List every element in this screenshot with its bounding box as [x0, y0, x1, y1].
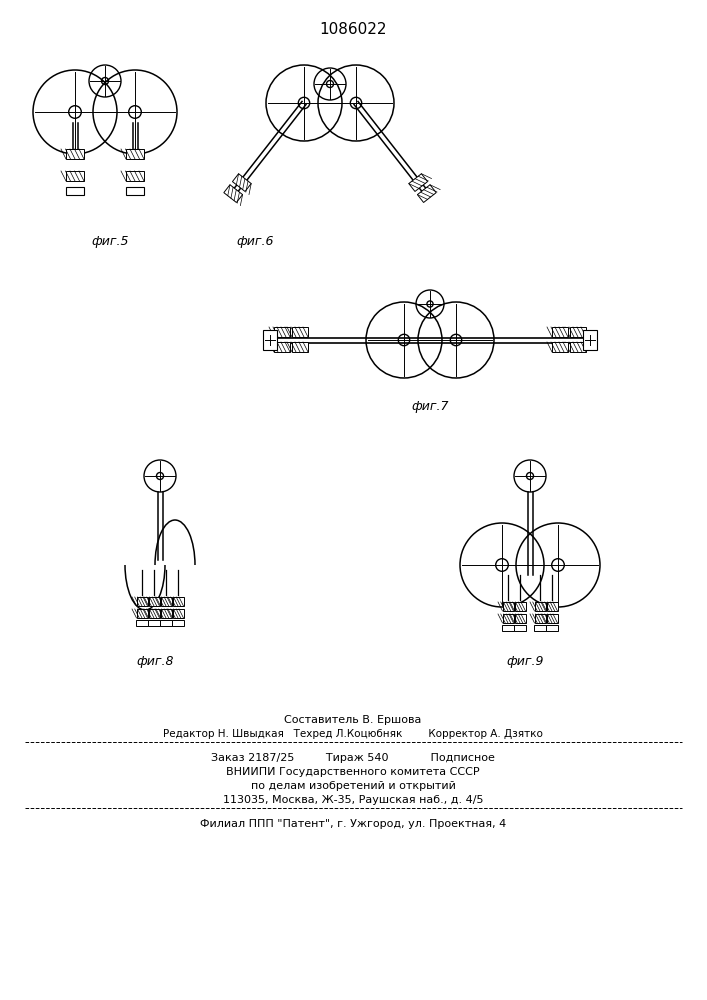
Bar: [274, 342, 290, 352]
Bar: [534, 602, 546, 611]
Bar: [148, 597, 160, 606]
Bar: [547, 602, 558, 611]
Bar: [148, 620, 160, 626]
Bar: [66, 149, 84, 159]
Bar: [126, 187, 144, 195]
Text: фиг.6: фиг.6: [236, 235, 274, 248]
Bar: [547, 614, 558, 623]
Bar: [66, 187, 84, 195]
Bar: [515, 614, 525, 623]
Text: 113035, Москва, Ж-35, Раушская наб., д. 4/5: 113035, Москва, Ж-35, Раушская наб., д. …: [223, 795, 484, 805]
Text: Составитель В. Ершова: Составитель В. Ершова: [284, 715, 421, 725]
Bar: [417, 185, 436, 202]
Bar: [263, 330, 277, 350]
Text: ВНИИПИ Государственного комитета СССР: ВНИИПИ Государственного комитета СССР: [226, 767, 480, 777]
Text: фиг.9: фиг.9: [506, 655, 544, 668]
Bar: [552, 327, 568, 337]
Text: по делам изобретений и открытий: по делам изобретений и открытий: [250, 781, 455, 791]
Text: Заказ 2187/25         Тираж 540            Подписное: Заказ 2187/25 Тираж 540 Подписное: [211, 753, 495, 763]
Bar: [136, 597, 148, 606]
Bar: [66, 171, 84, 181]
Bar: [515, 602, 525, 611]
Bar: [126, 149, 144, 159]
Bar: [409, 174, 428, 191]
Bar: [503, 614, 513, 623]
Bar: [136, 620, 148, 626]
Bar: [173, 609, 184, 618]
Bar: [274, 327, 290, 337]
Text: 1086022: 1086022: [320, 22, 387, 37]
Bar: [136, 609, 148, 618]
Bar: [172, 620, 184, 626]
Bar: [233, 174, 251, 191]
Bar: [126, 171, 144, 181]
Bar: [148, 609, 160, 618]
Text: Филиал ППП "Патент", г. Ужгород, ул. Проектная, 4: Филиал ППП "Патент", г. Ужгород, ул. Про…: [200, 819, 506, 829]
Bar: [160, 609, 172, 618]
Bar: [503, 602, 513, 611]
Bar: [160, 620, 172, 626]
Text: фиг.7: фиг.7: [411, 400, 449, 413]
Bar: [292, 327, 308, 337]
Text: фиг.8: фиг.8: [136, 655, 174, 668]
Bar: [514, 625, 526, 631]
Bar: [570, 342, 586, 352]
Bar: [570, 327, 586, 337]
Text: Редактор Н. Швыдкая   Техред Л.Коцюбняк        Корректор А. Дзятко: Редактор Н. Швыдкая Техред Л.Коцюбняк Ко…: [163, 729, 543, 739]
Bar: [534, 614, 546, 623]
Bar: [552, 342, 568, 352]
Bar: [173, 597, 184, 606]
Bar: [534, 625, 546, 631]
Bar: [583, 330, 597, 350]
Bar: [502, 625, 514, 631]
Bar: [224, 185, 243, 202]
Text: фиг.5: фиг.5: [91, 235, 129, 248]
Bar: [160, 597, 172, 606]
Bar: [546, 625, 558, 631]
Bar: [292, 342, 308, 352]
